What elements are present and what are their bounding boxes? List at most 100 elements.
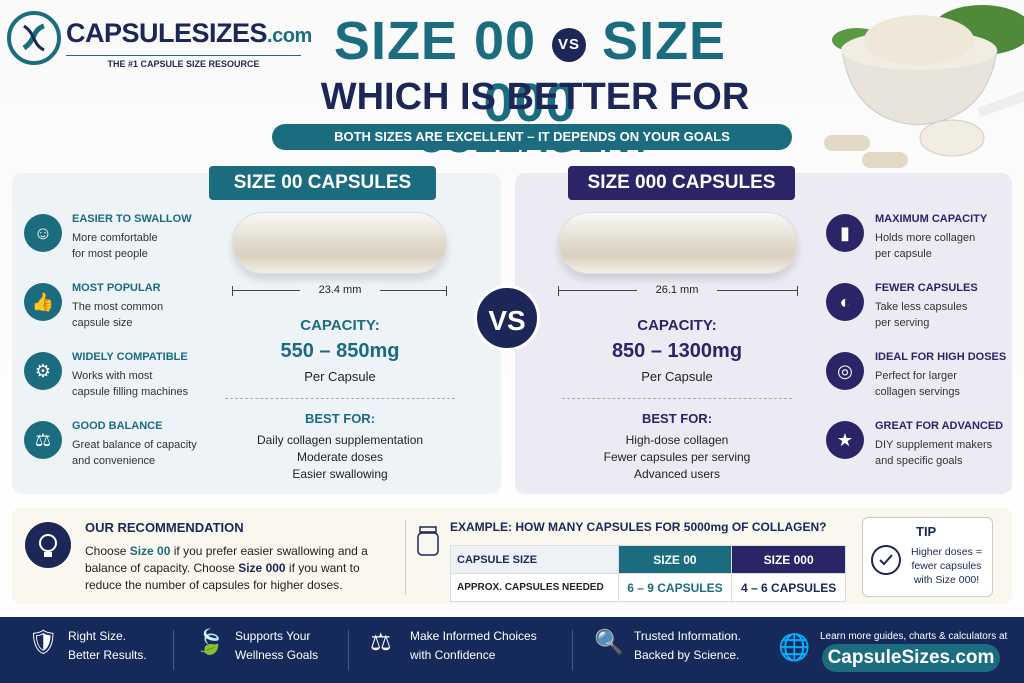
capacity-value: 850 – 1300mg: [611, 340, 743, 362]
best-for-item: Advanced users: [633, 467, 721, 481]
dashed-divider: [562, 398, 792, 399]
footer-url[interactable]: CapsuleSizes.com: [822, 644, 1000, 672]
banner: BOTH SIZES ARE EXCELLENT – IT DEPENDS ON…: [272, 124, 792, 150]
table-header: SIZE 00: [617, 545, 733, 574]
rec-title: OUR RECOMMENDATION: [85, 520, 244, 535]
logo-icon: [7, 11, 61, 65]
feature-text: Perfect for larger: [875, 370, 957, 382]
best-for-item: High-dose collagen: [625, 433, 729, 447]
tagline: THE #1 CAPSULE SIZE RESOURCE: [66, 55, 301, 69]
capacity-unit: Per Capsule: [641, 369, 713, 384]
feature-text: and specific goals: [875, 455, 963, 467]
feature-text: capsule size: [72, 317, 133, 329]
capsule-length: 26.1 mm: [637, 284, 717, 296]
jar-icon: [417, 526, 439, 556]
feature-text: More comfortable: [72, 232, 158, 244]
footer-text: Better Results.: [68, 648, 147, 662]
rec-highlight: Size 000: [238, 561, 286, 575]
feature-title: MAXIMUM CAPACITY: [875, 213, 988, 225]
feature-text: and convenience: [72, 455, 156, 467]
feature-icon: ▮: [826, 214, 864, 252]
capacity-label: CAPACITY:: [637, 317, 717, 334]
footer-cta: Learn more guides, charts & calculators …: [820, 631, 1008, 642]
bulb-icon: [25, 522, 71, 568]
title-vs: VS: [552, 27, 587, 62]
example-title: EXAMPLE: HOW MANY CAPSULES FOR 5000mg OF…: [450, 520, 827, 534]
powder-image: [824, 5, 1024, 168]
table-cell: APPROX. CAPSULES NEEDED: [450, 573, 619, 602]
capsule-length: 23.4 mm: [300, 284, 380, 296]
footer-text: Wellness Goals: [235, 648, 319, 662]
best-for-item: Easier swallowing: [292, 467, 388, 481]
feature-icon: ☺: [24, 214, 62, 252]
capsule-image: [558, 212, 798, 274]
footer-icon: 🔍: [594, 629, 624, 656]
tip-text: Higher doses = fewer capsules with Size 00…: [904, 545, 989, 587]
capsule-image: [232, 212, 447, 274]
footer-divider: [348, 630, 349, 670]
brand-name: CAPSULESIZES: [66, 18, 268, 48]
vs-badge: VS: [474, 285, 540, 351]
feature-title: FEWER CAPSULES: [875, 282, 978, 294]
footer-divider: [173, 630, 174, 670]
table-cell: 6 – 9 CAPSULES: [617, 573, 733, 602]
rec-text-part: if you want to reduce the number of caps…: [85, 561, 360, 592]
feature-title: GOOD BALANCE: [72, 420, 163, 432]
title-left: SIZE 00: [333, 11, 537, 71]
best-for-item: Moderate doses: [296, 450, 384, 464]
feature-text: Works with most: [72, 370, 153, 382]
footer-text: Right Size.: [68, 629, 127, 643]
feature-text: Holds more collagen: [875, 232, 976, 244]
panel-title: SIZE 000 CAPSULES: [568, 166, 795, 200]
footer-divider: [572, 630, 573, 670]
table-header: SIZE 000: [731, 545, 846, 574]
feature-icon: ⚖: [24, 421, 62, 459]
feature-text: per serving: [875, 317, 930, 329]
feature-text: collagen servings: [875, 386, 960, 398]
footer-text: Make Informed Choices: [410, 629, 537, 643]
feature-title: EASIER TO SWALLOW: [72, 213, 192, 225]
rec-highlight: Size 00: [129, 544, 171, 558]
feature-icon: 👍: [24, 283, 62, 321]
title-line: SIZE 00 VS SIZE 000: [290, 10, 770, 134]
globe-icon: 🌐: [778, 632, 811, 662]
footer-text: Supports Your: [235, 629, 311, 643]
feature-text: per capsule: [875, 248, 932, 260]
feature-text: Take less capsules: [875, 301, 968, 313]
footer-text: Backed by Science.: [634, 648, 740, 662]
feature-icon: ◎: [826, 352, 864, 390]
footer-icon: ⚖: [370, 629, 392, 656]
tip-line: fewer capsules: [911, 560, 982, 572]
footer-text: Trusted Information.: [634, 629, 741, 643]
feature-title: IDEAL FOR HIGH DOSES: [875, 351, 1007, 363]
title-right: SIZE 000: [483, 11, 727, 133]
dashed-divider: [225, 398, 455, 399]
feature-title: WIDELY COMPATIBLE: [72, 351, 188, 363]
logo: CAPSULESIZES.com: [66, 18, 312, 49]
tip-line: with Size 000!: [913, 574, 980, 586]
question: WHICH IS BETTER FOR: [320, 76, 750, 118]
best-for-label: BEST FOR:: [304, 411, 376, 426]
check-icon: [871, 545, 901, 575]
capacity-unit: Per Capsule: [304, 369, 376, 384]
feature-icon: ◐: [826, 283, 864, 321]
table-cell: 4 – 6 CAPSULES: [731, 573, 846, 602]
panel-title: SIZE 00 CAPSULES: [209, 166, 436, 200]
rec-text: Choose Size 00 if you prefer easier swal…: [85, 543, 385, 594]
feature-text: Great balance of capacity: [72, 439, 197, 451]
rec-text-part: Choose: [85, 544, 130, 558]
brand-domain: .com: [267, 25, 312, 47]
feature-text: DIY supplement makers: [875, 439, 993, 451]
best-for-label: BEST FOR:: [641, 411, 713, 426]
footer-text: with Confidence: [410, 648, 496, 662]
divider: [405, 520, 406, 595]
capacity-label: CAPACITY:: [300, 317, 380, 334]
feature-text: The most common: [72, 301, 164, 313]
feature-icon: ★: [826, 421, 864, 459]
table-header: CAPSULE SIZE: [450, 545, 619, 574]
best-for-item: Fewer capsules per serving: [603, 450, 751, 464]
tip-title: TIP: [916, 524, 937, 539]
feature-icon: ⚙: [24, 352, 62, 390]
example-table: CAPSULE SIZE SIZE 00 SIZE 000 APPROX. CAPS…: [450, 545, 846, 602]
